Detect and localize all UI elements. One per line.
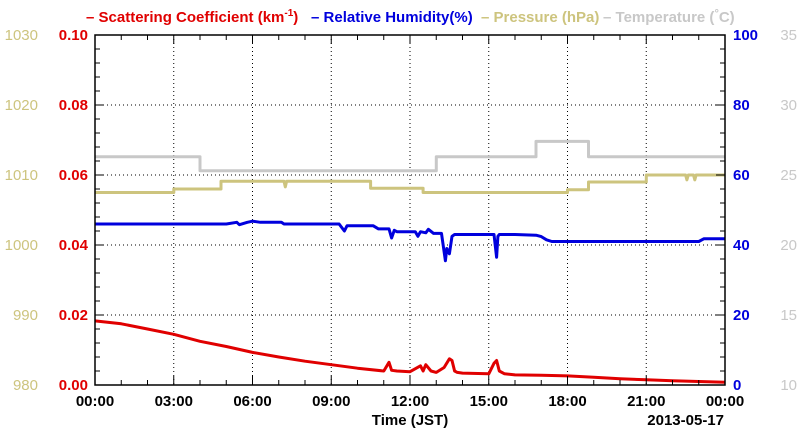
legend-scattering: – Scattering Coefficient (km-1) [86, 8, 298, 26]
y-tick-label-scattering: 0.06 [59, 167, 88, 184]
x-tick-label: 21:00 [627, 393, 665, 410]
x-tick-label: 09:00 [312, 393, 350, 410]
legend-temperature: – Temperature (°C) [603, 8, 735, 26]
legend: – Scattering Coefficient (km-1) – Relati… [86, 8, 735, 26]
date-label: 2013-05-17 [647, 412, 724, 429]
axes: 98099010001010102010300.000.020.040.060.… [5, 27, 797, 410]
y-tick-label-pressure: 1020 [5, 97, 38, 114]
y-tick-label-pressure: 1010 [5, 167, 38, 184]
y-tick-label-pressure: 1030 [5, 27, 38, 44]
y-tick-label-pressure: 1000 [5, 237, 38, 254]
y-tick-label-pressure: 990 [13, 307, 38, 324]
legend-humidity: – Relative Humidity(%) [311, 9, 473, 26]
y-tick-label-pressure: 980 [13, 377, 38, 394]
y-tick-label-humidity: 0 [733, 377, 741, 394]
y-tick-label-humidity: 60 [733, 167, 750, 184]
grid [95, 35, 725, 385]
y-tick-label-humidity: 100 [733, 27, 758, 44]
y-tick-label-temperature: 25 [780, 167, 797, 184]
x-tick-label: 00:00 [76, 393, 114, 410]
y-tick-label-temperature: 10 [780, 377, 797, 394]
y-tick-label-temperature: 35 [780, 27, 797, 44]
temperature-line [95, 139, 725, 173]
y-tick-label-scattering: 0.04 [59, 237, 89, 254]
x-tick-label: 03:00 [155, 393, 193, 410]
y-tick-label-humidity: 20 [733, 307, 750, 324]
x-tick-label: 00:00 [706, 393, 744, 410]
y-tick-label-humidity: 80 [733, 97, 750, 114]
y-tick-label-temperature: 20 [780, 237, 797, 254]
y-tick-label-humidity: 40 [733, 237, 750, 254]
x-tick-label: 15:00 [470, 393, 508, 410]
humidity-line [95, 219, 725, 263]
y-tick-label-scattering: 0.00 [59, 377, 88, 394]
y-tick-label-scattering: 0.02 [59, 307, 88, 324]
y-tick-label-scattering: 0.10 [59, 27, 88, 44]
y-tick-label-scattering: 0.08 [59, 97, 88, 114]
scattering-line [94, 319, 726, 384]
x-axis-label: Time (JST) [372, 412, 448, 429]
y-tick-label-temperature: 15 [780, 307, 797, 324]
x-tick-label: 12:00 [391, 393, 429, 410]
y-tick-label-temperature: 30 [780, 97, 797, 114]
legend-pressure: – Pressure (hPa) [481, 9, 599, 26]
x-tick-label: 18:00 [548, 393, 586, 410]
plot-area [94, 139, 726, 384]
pressure-line [95, 173, 725, 194]
x-tick-label: 06:00 [233, 393, 271, 410]
